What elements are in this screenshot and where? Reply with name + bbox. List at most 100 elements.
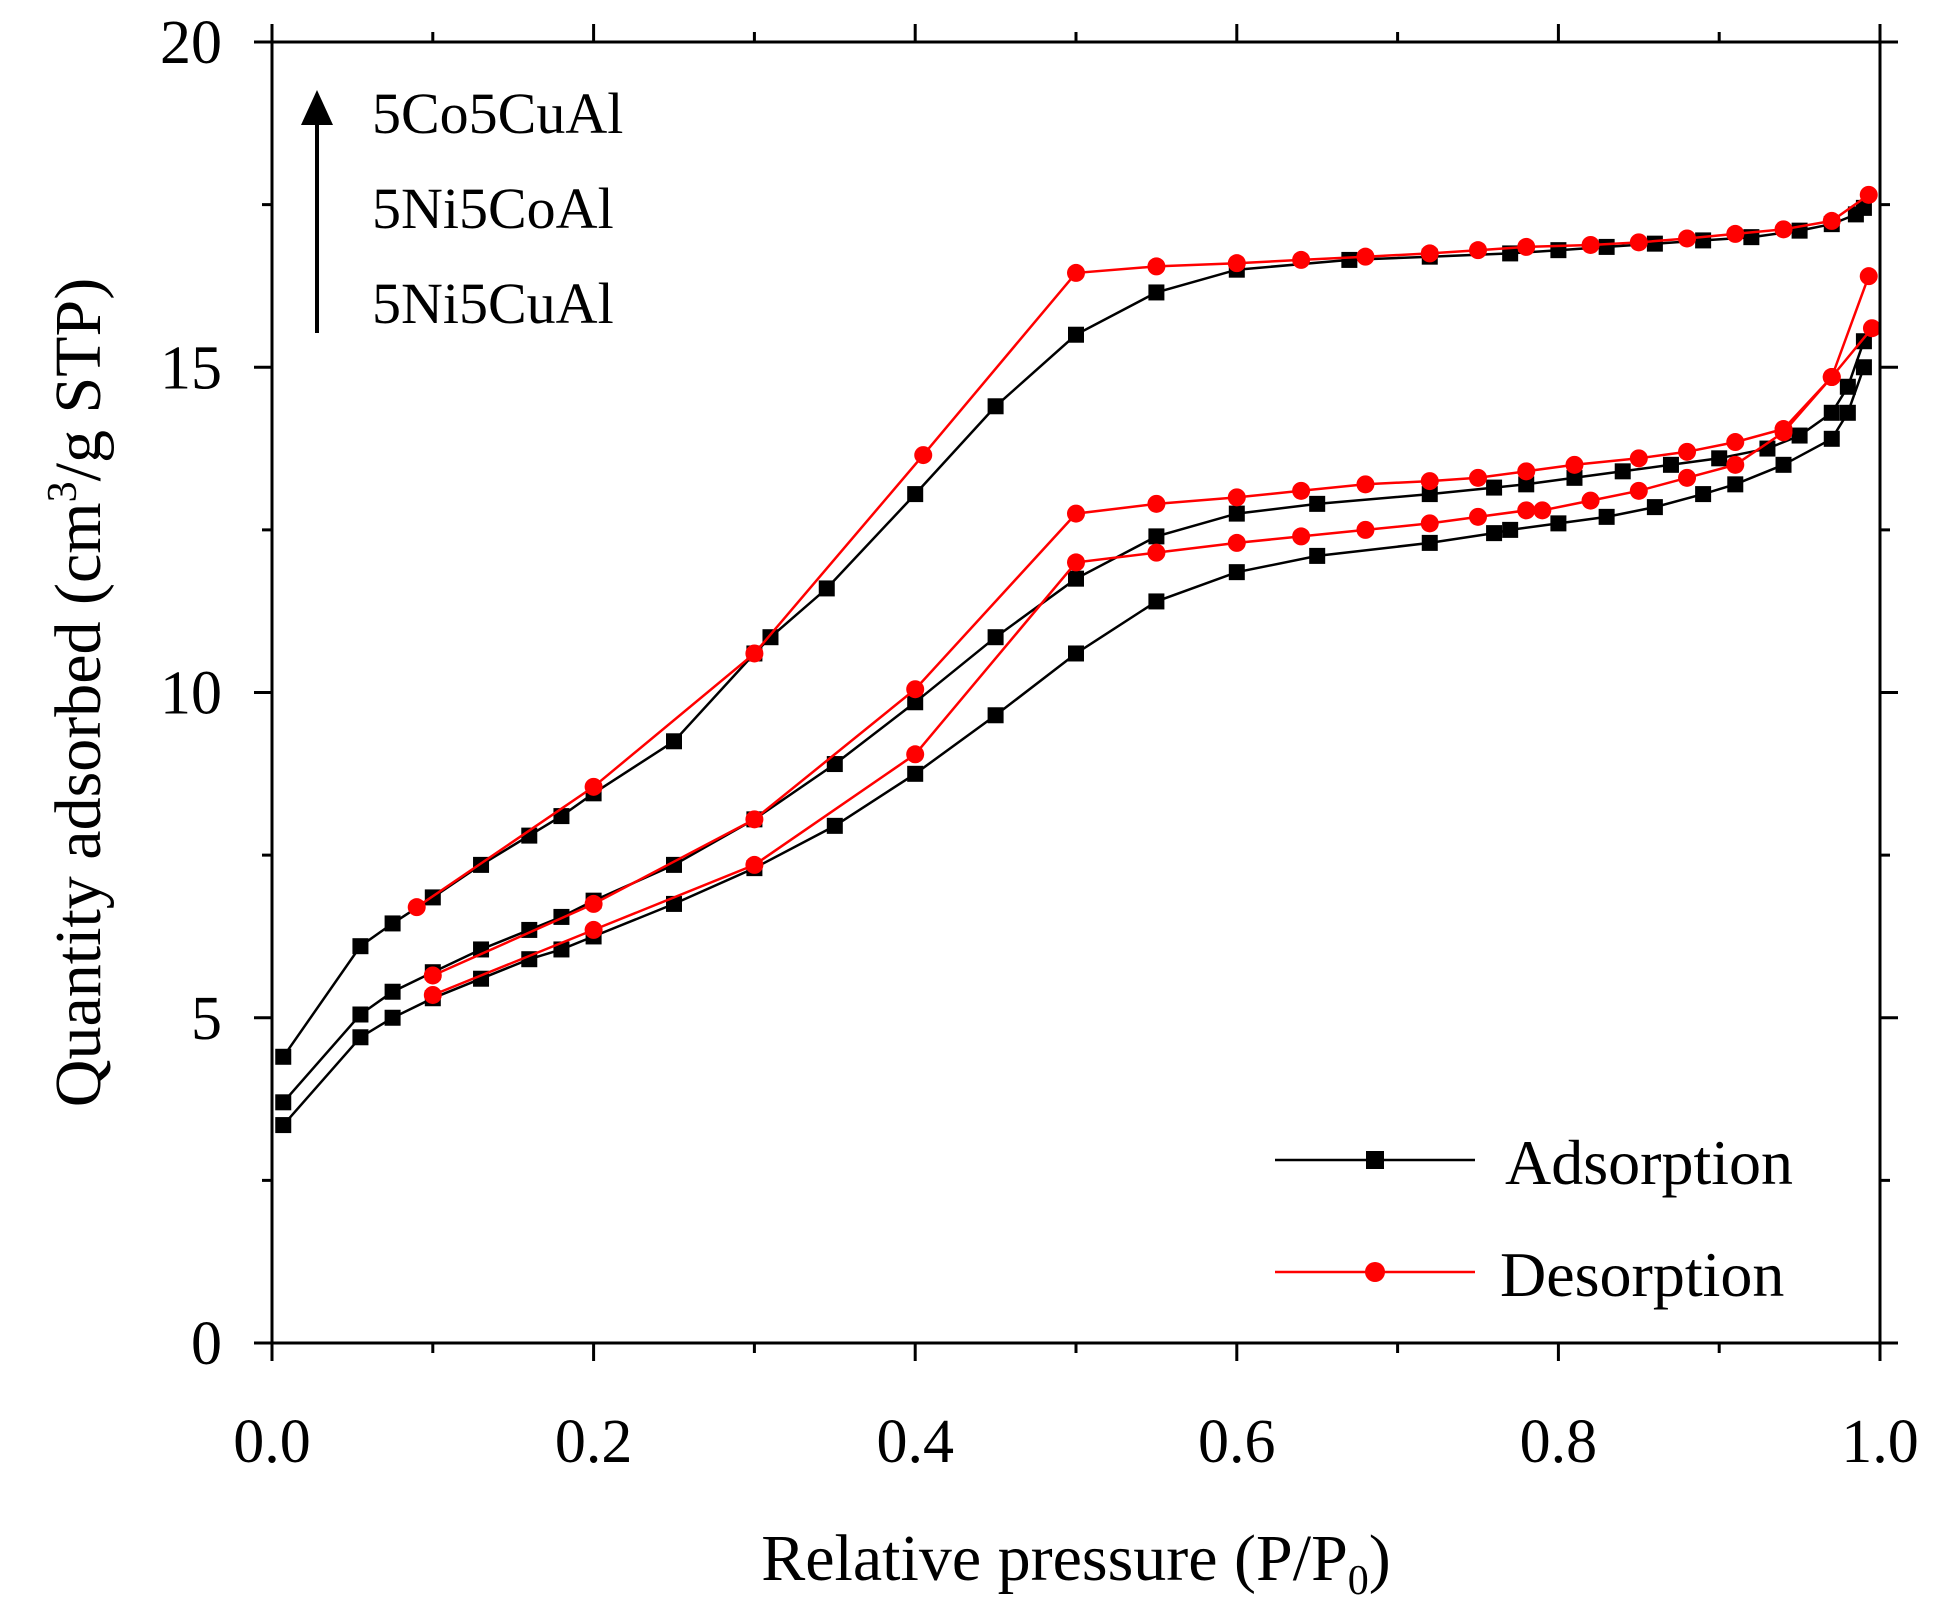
series-5ni5cual-desorption <box>423 319 1881 1004</box>
adsorption-point <box>275 1048 292 1065</box>
desorption-point <box>1420 244 1439 263</box>
desorption-point <box>1356 247 1375 266</box>
adsorption-point <box>818 580 835 597</box>
adsorption-point <box>1502 521 1519 538</box>
y-axis-label-main: Quantity adsorbed (cm <box>42 502 115 1107</box>
adsorption-point <box>352 1029 369 1046</box>
y-tick-label: 20 <box>160 9 222 77</box>
adsorption-point <box>1823 430 1840 447</box>
adsorption-point <box>1341 251 1358 268</box>
series-5ni5coal-desorption <box>423 267 1878 985</box>
legend-label-adsorption: Adsorption <box>1505 1127 1793 1198</box>
desorption-point <box>1147 494 1166 513</box>
x-axis-label-subscript: 0 <box>1348 1558 1369 1604</box>
adsorption-point <box>907 694 924 711</box>
desorption-point <box>1581 491 1600 510</box>
desorption-point <box>1067 504 1085 523</box>
adsorption-point <box>384 1009 401 1026</box>
adsorption-point <box>521 827 538 844</box>
adsorption-point <box>1598 508 1615 525</box>
desorption-point <box>1517 462 1536 481</box>
legend: Adsorption Desorption <box>1275 1127 1793 1310</box>
adsorption-point <box>907 765 924 782</box>
legend-entry-desorption: Desorption <box>1275 1239 1784 1310</box>
adsorption-point <box>1727 476 1744 493</box>
adsorption-point <box>826 756 843 773</box>
desorption-point <box>1067 263 1085 282</box>
adsorption-point <box>1228 505 1245 522</box>
adsorption-point <box>1421 534 1438 551</box>
desorption-point <box>1859 185 1878 204</box>
adsorption-point <box>1791 427 1808 444</box>
desorption-point <box>1678 229 1697 248</box>
y-axis-label: Quantity adsorbed (cm3/g STP) <box>40 278 115 1107</box>
series-5ni5coal-adsorption <box>275 333 1872 1111</box>
desorption-point <box>1292 250 1311 269</box>
adsorption-point <box>987 398 1004 415</box>
y-axis-label-end: /g STP) <box>42 278 115 482</box>
arrow-up-icon <box>301 90 333 125</box>
desorption-point <box>1678 468 1697 487</box>
desorption-point <box>1469 507 1487 526</box>
x-tick-label: 0.0 <box>233 1408 311 1476</box>
annotation-label-5ni5cual: 5Ni5CuAl <box>372 271 614 336</box>
desorption-point <box>1517 237 1536 256</box>
desorption-point <box>584 777 603 796</box>
series-5co5cual-desorption <box>407 185 1878 917</box>
desorption-point <box>1517 501 1536 520</box>
adsorption-point <box>1646 499 1663 516</box>
adsorption-point <box>1695 232 1712 249</box>
y-axis-label-superscript: 3 <box>40 481 86 502</box>
legend-label-desorption: Desorption <box>1500 1239 1784 1310</box>
adsorption-point <box>1839 378 1856 395</box>
y-tick-label: 10 <box>160 660 222 728</box>
desorption-point <box>584 894 603 913</box>
desorption-point <box>1822 211 1841 230</box>
adsorption-point <box>1598 238 1615 255</box>
sample-order-annotation: 5Co5CuAl 5Ni5CoAl 5Ni5CuAl <box>301 81 623 336</box>
desorption-point <box>1629 233 1648 252</box>
adsorption-point <box>1775 456 1792 473</box>
adsorption-point <box>1662 456 1679 473</box>
desorption-point <box>584 920 603 939</box>
desorption-point <box>1420 514 1439 533</box>
desorption-point <box>1629 481 1648 500</box>
desorption-point <box>423 985 442 1004</box>
legend-square-marker-icon <box>1366 1151 1384 1169</box>
adsorption-point <box>1646 235 1663 252</box>
adsorption-point <box>1309 495 1326 512</box>
desorption-point <box>1356 475 1375 494</box>
desorption-point <box>1420 472 1439 491</box>
adsorption-point <box>1823 404 1840 421</box>
adsorption-point <box>1421 486 1438 503</box>
adsorption-point <box>1695 486 1712 503</box>
desorption-point <box>1469 468 1487 487</box>
adsorption-point <box>1614 463 1631 480</box>
y-tick-label: 15 <box>160 334 222 402</box>
x-axis-label-end: ) <box>1369 1522 1391 1595</box>
adsorption-point <box>275 1117 292 1134</box>
adsorption-point <box>352 938 369 955</box>
adsorption-point <box>1550 515 1567 532</box>
x-tick-label: 0.2 <box>555 1408 633 1476</box>
adsorption-point <box>1309 547 1326 564</box>
adsorption-point <box>275 1094 292 1111</box>
series-5ni5cual-adsorption <box>275 359 1872 1134</box>
desorption-point <box>1678 442 1697 461</box>
desorption-point <box>745 855 764 874</box>
desorption-point <box>906 680 925 699</box>
desorption-point <box>1629 449 1648 468</box>
adsorption-point <box>1148 528 1165 545</box>
desorption-point <box>1533 501 1552 520</box>
adsorption-point <box>1486 479 1503 496</box>
desorption-point <box>1726 224 1745 243</box>
desorption-point <box>423 966 442 985</box>
x-tick-label: 0.8 <box>1520 1408 1598 1476</box>
adsorption-point <box>907 486 924 503</box>
desorption-point <box>1147 543 1166 562</box>
adsorption-point <box>1486 525 1503 542</box>
adsorption-point <box>826 817 843 834</box>
desorption-point <box>1822 368 1841 387</box>
legend-entry-adsorption: Adsorption <box>1275 1127 1793 1198</box>
